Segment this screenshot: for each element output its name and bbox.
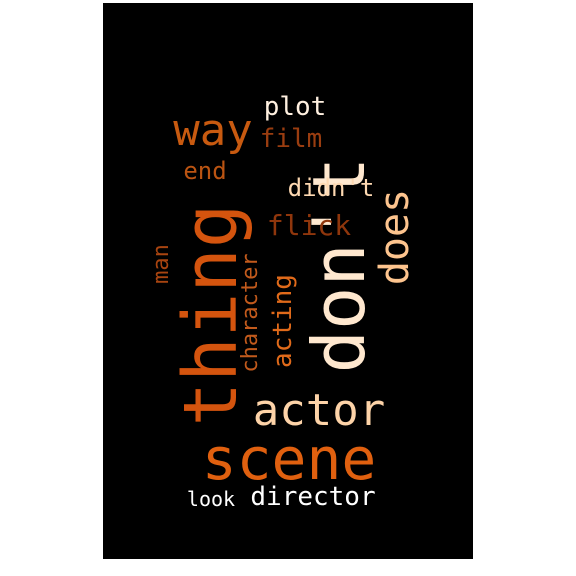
word-didnt: didn't <box>287 174 375 202</box>
word-acting: acting <box>268 274 298 368</box>
word-thing: thing <box>168 203 254 427</box>
word-character: character <box>238 253 263 373</box>
word-man: man <box>149 244 174 284</box>
word-actor: actor <box>252 385 386 436</box>
word-film: film <box>259 124 323 154</box>
word-end: end <box>183 157 227 185</box>
word-plot: plot <box>263 92 327 122</box>
word-scene: scene <box>201 425 377 493</box>
word-look: look <box>186 487 236 511</box>
word-director: director <box>250 482 376 512</box>
word-flick: flick <box>266 209 352 242</box>
word-does: does <box>372 188 418 286</box>
word-way: way <box>173 105 253 156</box>
word-cloud-canvas: thing don't scene actor does way plot fi… <box>103 3 473 559</box>
